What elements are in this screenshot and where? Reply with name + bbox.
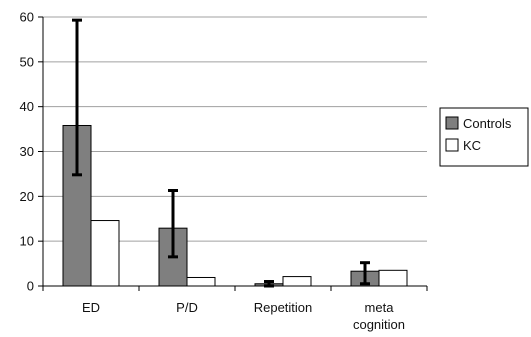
y-tick-label: 20	[20, 189, 34, 204]
bar-kc-2	[282, 276, 312, 287]
x-tick-label-line: meta	[365, 300, 395, 315]
legend-label-controls: Controls	[463, 116, 512, 131]
y-tick-label: 50	[20, 54, 34, 69]
bar-kc-1	[186, 276, 216, 287]
axes	[38, 16, 428, 291]
gridlines	[43, 16, 427, 242]
y-tick-label: 10	[20, 234, 34, 249]
x-tick-label-line: ED	[82, 300, 100, 315]
x-tick-label-line: P/D	[176, 300, 198, 315]
x-tick-label: Repetition	[254, 300, 313, 315]
error-bars	[72, 18, 370, 288]
bar-kc-3	[378, 269, 408, 287]
x-tick-label: P/D	[176, 300, 198, 315]
y-tick-label: 60	[20, 10, 34, 25]
legend-swatch-controls	[445, 116, 459, 130]
bar-kc-0	[90, 220, 120, 287]
y-tick-label: 30	[20, 144, 34, 159]
legend-label-kc: KC	[463, 138, 481, 153]
legend-swatch-kc	[445, 138, 459, 152]
x-tick-label-line: cognition	[353, 317, 405, 332]
x-tick-label: ED	[82, 300, 100, 315]
bars	[62, 124, 408, 287]
legend: Controls KC	[439, 107, 529, 167]
x-tick-label: meta cognition	[353, 300, 405, 332]
x-tick-label-line: Repetition	[254, 300, 313, 315]
y-tick-label: 0	[27, 279, 34, 294]
tick-labels: 0 10 20 30 40 50 60 ED P/D Repetition meta cognitio…	[20, 10, 405, 333]
y-tick-label: 40	[20, 99, 34, 114]
